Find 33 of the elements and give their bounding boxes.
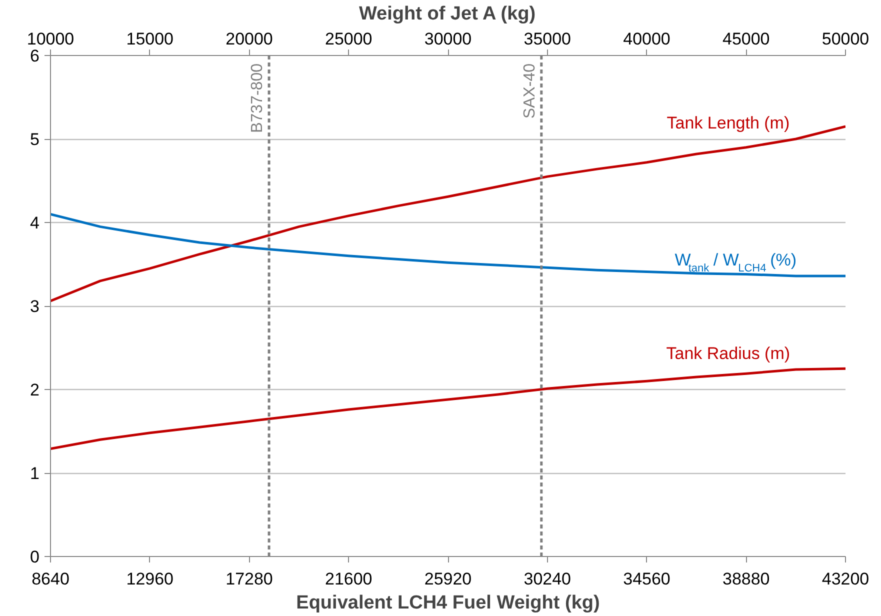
x-tick-label: 8640 <box>32 570 70 588</box>
series-label: Tank Length (m) <box>666 113 790 132</box>
y-tick-label: 3 <box>30 297 40 316</box>
x-tick-label: 43200 <box>822 570 870 588</box>
y-tick-label: 2 <box>30 380 40 400</box>
x2-tick-label: 40000 <box>623 30 670 48</box>
y-tick-label: 4 <box>30 214 40 232</box>
line-series <box>50 212 846 278</box>
y-tick-label: 1 <box>30 464 40 483</box>
x-tick-label: 34560 <box>623 570 670 588</box>
ref-line-label: SAX-40 <box>521 63 538 119</box>
x-tick-label: 17280 <box>226 570 273 588</box>
x2-tick-label: 50000 <box>822 30 870 48</box>
x-tick-label: 21600 <box>324 570 372 588</box>
y-tick-label: 5 <box>30 130 40 149</box>
x2-tick-label: 10000 <box>26 30 74 48</box>
y-tick-label: 6 <box>30 46 40 66</box>
ref-line-label: B737-800 <box>249 63 266 133</box>
series-label: Tank Radius (m) <box>666 344 790 363</box>
y-tick-label: 0 <box>30 548 40 566</box>
x-tick-label: 30240 <box>524 570 572 588</box>
x2-tick-label: 35000 <box>524 30 572 48</box>
x2-tick-label: 20000 <box>226 30 273 48</box>
x2-tick-label: 15000 <box>126 30 174 48</box>
line-series <box>50 367 846 450</box>
x2-tick-label: 30000 <box>424 30 472 48</box>
x-tick-label: 25920 <box>424 570 472 588</box>
x2-tick-label: 45000 <box>722 30 770 48</box>
x-axis-title: Equivalent LCH4 Fuel Weight (kg) <box>296 592 600 614</box>
x-tick-label: 12960 <box>126 570 174 588</box>
x2-axis-title: Weight of Jet A (kg) <box>358 4 536 24</box>
x2-tick-label: 25000 <box>324 30 372 48</box>
x-tick-label: 38880 <box>722 570 770 588</box>
